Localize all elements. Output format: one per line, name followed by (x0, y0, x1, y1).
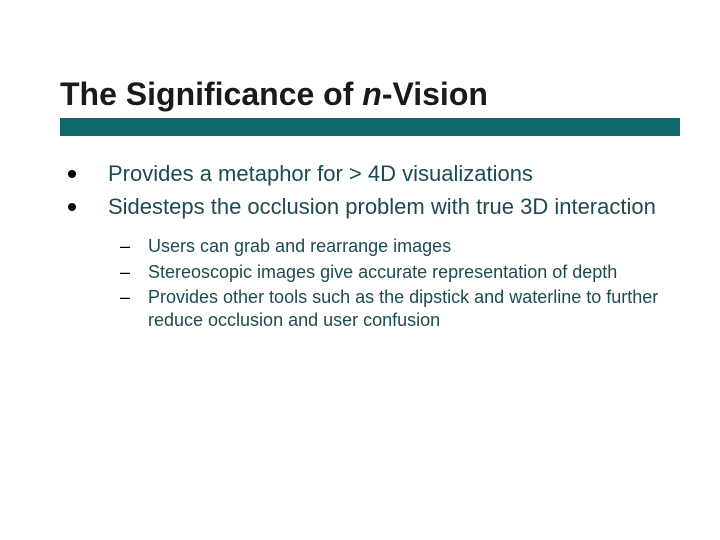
body-area: Provides a metaphor for > 4D visualizati… (60, 160, 670, 335)
list-item-text: Provides other tools such as the dipstic… (148, 287, 658, 330)
list-item: – Provides other tools such as the dipst… (60, 286, 670, 333)
sub-bullet-list: – Users can grab and rearrange images – … (60, 235, 670, 333)
slide: The Significance of n-Vision Provides a … (0, 0, 720, 540)
dash-icon: – (120, 261, 130, 284)
title-prefix: The Significance of (60, 76, 362, 112)
bullet-icon (68, 203, 76, 211)
title-italic: n (362, 76, 382, 112)
dash-icon: – (120, 286, 130, 309)
list-item: Provides a metaphor for > 4D visualizati… (60, 160, 670, 189)
list-item-text: Users can grab and rearrange images (148, 236, 451, 256)
list-item-text: Sidesteps the occlusion problem with tru… (108, 194, 656, 219)
title-area: The Significance of n-Vision (60, 75, 680, 113)
title-underline-bar (60, 118, 680, 136)
slide-title: The Significance of n-Vision (60, 75, 680, 113)
list-item: – Stereoscopic images give accurate repr… (60, 261, 670, 284)
bullet-icon (68, 170, 76, 178)
list-item: Sidesteps the occlusion problem with tru… (60, 193, 670, 222)
main-bullet-list: Provides a metaphor for > 4D visualizati… (60, 160, 670, 221)
dash-icon: – (120, 235, 130, 258)
title-suffix: -Vision (382, 76, 488, 112)
list-item-text: Stereoscopic images give accurate repres… (148, 262, 617, 282)
list-item: – Users can grab and rearrange images (60, 235, 670, 258)
list-item-text: Provides a metaphor for > 4D visualizati… (108, 161, 533, 186)
